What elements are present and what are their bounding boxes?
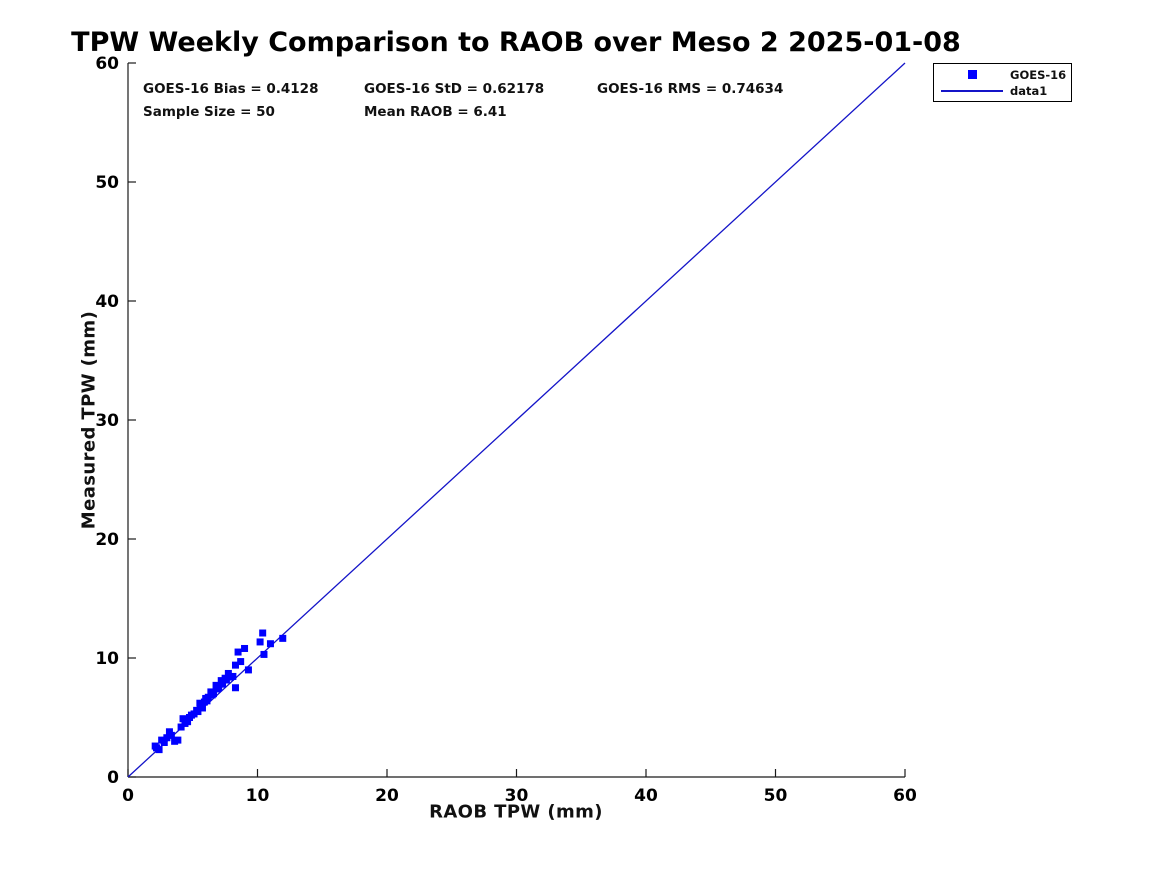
scatter-point bbox=[241, 644, 249, 652]
legend-label-goes16: GOES-16 bbox=[1010, 67, 1067, 82]
stat-mean-raob: Mean RAOB = 6.41 bbox=[364, 104, 507, 120]
x-tick-label: 10 bbox=[246, 786, 270, 806]
scatter-point bbox=[184, 718, 192, 726]
scatter-point bbox=[204, 693, 212, 701]
scatter-point bbox=[155, 746, 163, 754]
scatter-point bbox=[231, 684, 239, 692]
x-tick-label: 50 bbox=[764, 786, 788, 806]
legend-entry-goes16: GOES-16 bbox=[934, 67, 1071, 83]
scatter-point bbox=[229, 672, 237, 680]
legend-icon-cell bbox=[934, 89, 1010, 92]
scatter-point bbox=[279, 634, 287, 642]
scatter-point bbox=[203, 697, 211, 705]
scatter-point bbox=[244, 666, 252, 674]
y-tick-label: 60 bbox=[95, 54, 119, 74]
y-tick-label: 30 bbox=[95, 411, 119, 431]
stat-bias: GOES-16 Bias = 0.4128 bbox=[143, 81, 319, 97]
y-tick-label: 40 bbox=[95, 292, 119, 312]
identity-line bbox=[127, 62, 906, 778]
scatter-point bbox=[259, 629, 267, 637]
scatter-point bbox=[160, 738, 168, 746]
x-tick-label: 60 bbox=[893, 786, 917, 806]
scatter-point bbox=[198, 704, 206, 712]
scatter-point bbox=[237, 658, 245, 666]
y-axis-label: Measured TPW (mm) bbox=[78, 310, 100, 530]
scatter-point bbox=[260, 650, 268, 658]
legend-label-data1: data1 bbox=[1010, 83, 1048, 98]
scatter-point bbox=[179, 715, 187, 723]
scatter-point bbox=[165, 728, 173, 736]
scatter-point bbox=[215, 684, 223, 692]
scatter-point bbox=[217, 677, 225, 685]
legend-icon-cell bbox=[934, 70, 1010, 79]
scatter-point bbox=[209, 690, 217, 698]
y-tick-label: 0 bbox=[107, 768, 119, 788]
scatter-point bbox=[163, 734, 171, 742]
chart-title: TPW Weekly Comparison to RAOB over Meso … bbox=[71, 27, 961, 58]
scatter-point bbox=[231, 661, 239, 669]
y-tick-label: 50 bbox=[95, 173, 119, 193]
stat-std: GOES-16 StD = 0.62178 bbox=[364, 81, 545, 97]
scatter-point bbox=[190, 710, 198, 718]
scatter-point bbox=[177, 723, 185, 731]
legend-entry-data1: data1 bbox=[934, 83, 1071, 99]
y-tick-label: 10 bbox=[95, 649, 119, 669]
x-tick-label: 0 bbox=[122, 786, 134, 806]
x-tick-label: 40 bbox=[634, 786, 658, 806]
line-swatch-icon bbox=[941, 89, 1003, 92]
x-tick-label: 30 bbox=[505, 786, 529, 806]
stat-sample-size: Sample Size = 50 bbox=[143, 104, 275, 120]
scatter-point bbox=[266, 640, 274, 648]
y-tick-label: 20 bbox=[95, 530, 119, 550]
scatter-point bbox=[194, 708, 202, 716]
square-marker-icon bbox=[967, 70, 977, 79]
scatter-point bbox=[219, 680, 227, 688]
scatter-point bbox=[174, 736, 182, 744]
scatter-point bbox=[224, 669, 232, 677]
scatter-point bbox=[234, 648, 242, 656]
scatter-point bbox=[167, 731, 175, 739]
scatter-point bbox=[222, 676, 230, 684]
x-tick-label: 20 bbox=[375, 786, 399, 806]
x-axis-label: RAOB TPW (mm) bbox=[429, 801, 603, 823]
stat-rms: GOES-16 RMS = 0.74634 bbox=[597, 81, 784, 97]
scatter-point bbox=[256, 638, 264, 646]
legend-box: GOES-16 data1 bbox=[933, 63, 1072, 102]
